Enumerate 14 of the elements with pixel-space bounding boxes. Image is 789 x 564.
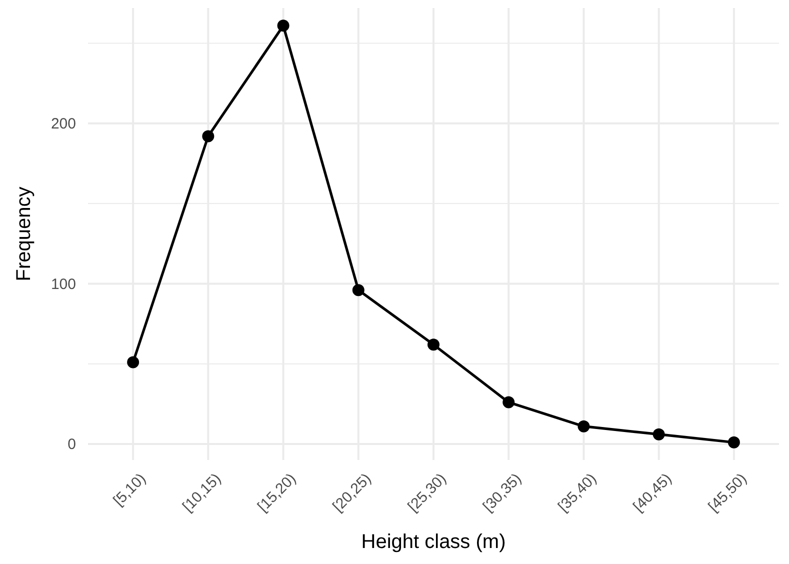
y-tick-label: 0 (68, 436, 76, 454)
point (428, 338, 440, 351)
y-tick-label: 200 (50, 116, 76, 133)
y-tick-label: 100 (50, 276, 76, 293)
point (728, 436, 740, 448)
point (277, 20, 290, 32)
point (578, 420, 590, 432)
point (127, 356, 140, 368)
point (502, 396, 515, 408)
point (652, 428, 665, 440)
point (202, 130, 214, 142)
y-axis-title: Frequency (13, 186, 35, 282)
point (352, 284, 364, 296)
x-axis-title: Height class (m) (361, 531, 506, 553)
